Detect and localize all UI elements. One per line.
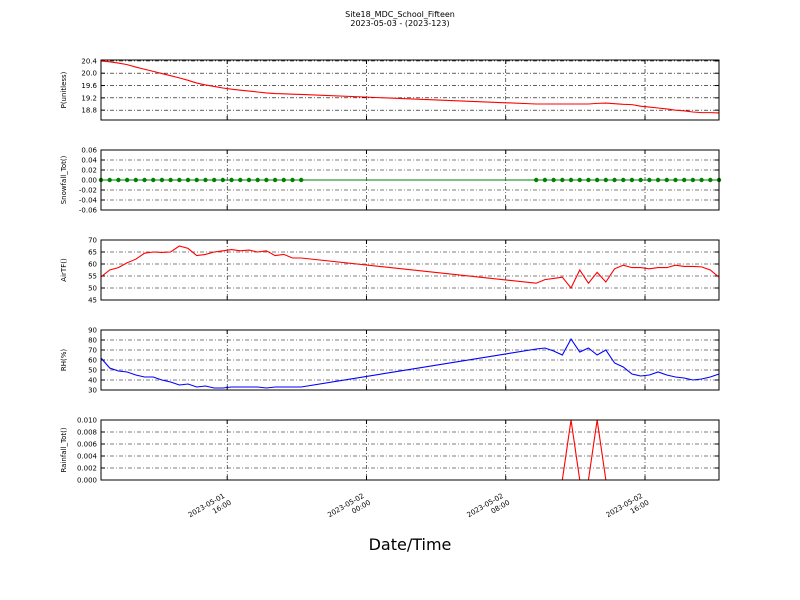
y-tick-label: 50 (88, 367, 97, 375)
data-point (577, 177, 582, 183)
y-tick-label: 0.006 (77, 441, 98, 449)
x-tick-label: 2023-05-02 16:00 (605, 491, 651, 527)
y-tick-label: 0.00 (81, 177, 97, 185)
y-tick-label: 40 (88, 377, 97, 385)
data-point (177, 177, 182, 183)
data-point (272, 177, 278, 183)
data-point (708, 177, 713, 183)
y-tick-label: 55 (88, 273, 97, 281)
data-point (133, 177, 139, 183)
data-point (612, 177, 617, 183)
figure-title: Site18_MDC_School_Fifteen (345, 10, 455, 19)
data-point (603, 177, 609, 183)
data-point (281, 177, 286, 183)
y-axis-title: Rainfall_Tot() (60, 427, 68, 472)
data-point (594, 177, 600, 183)
y-tick-label: 20.0 (81, 70, 97, 78)
y-tick-label: 0.000 (77, 477, 97, 485)
y-tick-label: 70 (88, 347, 97, 355)
y-axis-title: Snowfall_Tot() (60, 155, 68, 204)
y-tick-label: 80 (88, 337, 97, 345)
data-line (101, 419, 719, 481)
data-line (100, 245, 720, 290)
y-tick-label: 45 (88, 297, 97, 305)
data-point (203, 177, 208, 183)
plot-frame (100, 149, 720, 211)
data-point (664, 177, 669, 183)
plot-frame (100, 419, 720, 481)
data-point (586, 177, 591, 183)
data-point (151, 177, 156, 183)
y-tick-label: 18.8 (81, 107, 97, 115)
y-tick-label: 60 (88, 261, 97, 269)
plot-frame (100, 59, 720, 121)
data-point (194, 177, 199, 183)
data-line (100, 337, 720, 389)
y-tick-label: 65 (88, 249, 97, 257)
y-tick-label: 70 (88, 237, 97, 245)
y-tick-label: 20.4 (81, 57, 97, 65)
plot-frame (100, 239, 720, 301)
data-point (621, 177, 626, 183)
data-point (264, 177, 269, 183)
data-point (168, 177, 173, 183)
data-point (255, 177, 260, 183)
y-tick-label: 0.010 (77, 417, 97, 425)
x-tick-label: 2023-05-02 08:00 (466, 491, 512, 527)
data-point (560, 177, 565, 183)
data-line (100, 60, 720, 114)
data-point (690, 177, 696, 183)
data-point (185, 177, 191, 183)
y-tick-label: 0.002 (77, 465, 97, 473)
data-point (551, 177, 556, 183)
x-axis-title: Date/Time (369, 535, 452, 554)
data-point (290, 177, 295, 183)
y-tick-label: -0.02 (79, 187, 97, 195)
data-point (220, 177, 226, 183)
y-tick-label: 0.04 (81, 157, 97, 165)
y-tick-label: 90 (88, 327, 97, 335)
y-tick-label: -0.06 (79, 207, 98, 215)
data-point (655, 177, 661, 183)
y-axis-title: P(unitless) (60, 71, 68, 108)
data-point (298, 177, 304, 183)
data-point (638, 177, 643, 183)
data-point (647, 177, 652, 183)
data-point (246, 177, 252, 183)
x-tick-label: 2023-05-02 00:00 (326, 491, 372, 527)
data-point (534, 177, 539, 183)
data-point (116, 177, 121, 183)
figure-subtitle: 2023-05-03 - (2023-123) (350, 19, 449, 28)
data-point (229, 177, 234, 183)
data-point (568, 177, 574, 183)
y-tick-label: 0.06 (81, 147, 97, 155)
data-point (124, 177, 130, 183)
data-point (542, 177, 548, 183)
y-tick-label: 60 (88, 357, 97, 365)
data-point (211, 177, 217, 183)
y-tick-label: 0.008 (77, 429, 97, 437)
data-point (673, 177, 678, 183)
data-point (107, 177, 112, 183)
data-point (238, 177, 243, 183)
y-tick-label: 50 (88, 285, 97, 293)
y-tick-label: 19.2 (81, 94, 97, 102)
plot-frame (100, 329, 720, 391)
y-tick-label: -0.04 (79, 197, 98, 205)
y-tick-label: 19.6 (81, 82, 97, 90)
data-point (159, 177, 165, 183)
y-tick-label: 0.004 (77, 453, 98, 461)
data-point (629, 177, 635, 183)
data-point (699, 177, 704, 183)
y-tick-label: 0.02 (81, 167, 97, 175)
data-point (142, 177, 147, 183)
y-axis-title: AirTF() (60, 258, 68, 282)
x-tick-label: 2023-05-01 16:00 (187, 491, 233, 527)
y-tick-label: 30 (88, 387, 97, 395)
data-point (681, 177, 687, 183)
y-axis-title: RH(%) (60, 349, 68, 372)
